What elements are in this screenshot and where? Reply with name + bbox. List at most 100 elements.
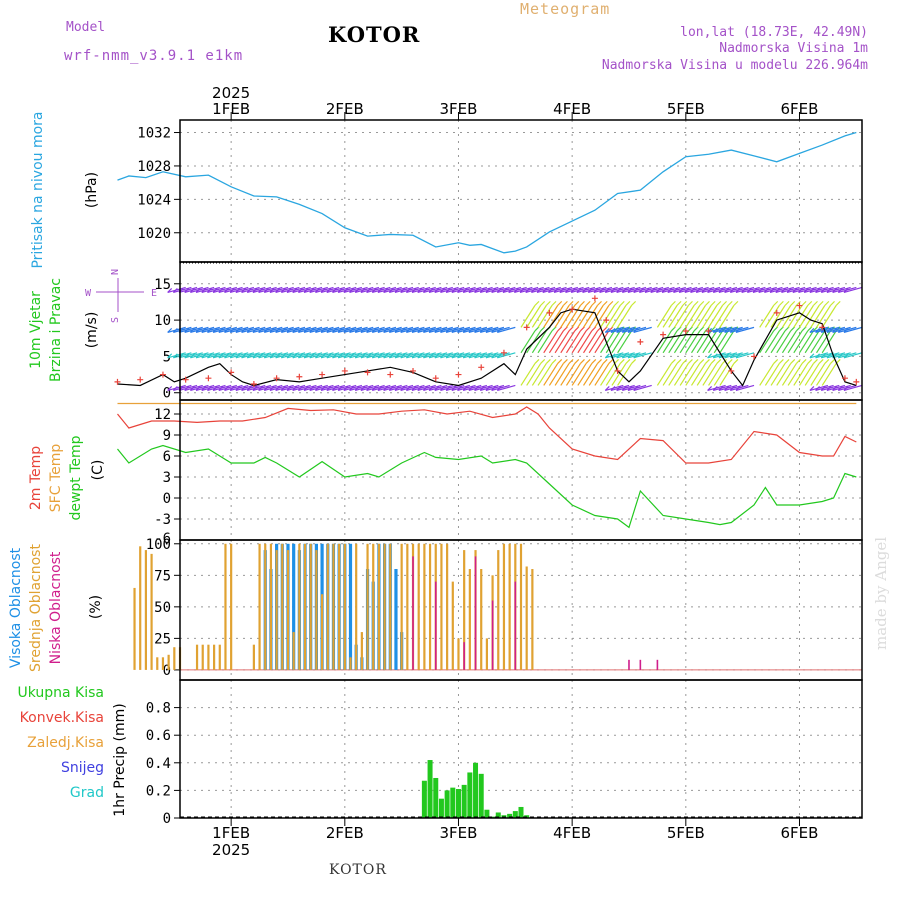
mid-cloud-bar: [502, 543, 506, 670]
wind-title-1: 10m Vjetar: [28, 291, 44, 369]
wind-barb-tick: [269, 327, 275, 333]
mid-cloud-bar: [360, 632, 363, 670]
gust-marker: [705, 328, 712, 334]
wind-barb-tick: [235, 327, 241, 333]
wind-barb-tick: [733, 300, 739, 306]
y-tick-label: 0.6: [146, 728, 171, 744]
wind-barb: [611, 330, 627, 354]
y-tick-label-clipped: -6: [154, 531, 171, 547]
wind-barb: [543, 330, 559, 354]
y-tick-label: 1024: [137, 192, 171, 208]
wind-barb-tick: [434, 353, 440, 359]
wind-barb-tick: [764, 287, 769, 293]
wind-barb: [759, 330, 775, 354]
wind-barb: [690, 305, 707, 328]
wind-barb-tick: [337, 353, 343, 359]
wind-barb: [708, 330, 724, 354]
wind-barb-tick: [349, 353, 354, 359]
wind-barb-tick: [349, 327, 354, 333]
wind-barb: [810, 363, 826, 386]
precip-bar: [461, 784, 467, 818]
wind-barb-tick: [309, 327, 315, 333]
temp-2m-title: 2m Temp: [28, 446, 44, 510]
wind-barb: [594, 363, 610, 386]
wind-barb: [554, 330, 570, 354]
gust-marker: [387, 371, 394, 378]
wind-barb-tick: [815, 287, 821, 293]
wind-barb: [804, 363, 820, 386]
wind-barb-tick: [580, 300, 585, 306]
wind-barb: [548, 363, 564, 386]
wind-barb: [816, 305, 832, 328]
wind-barb: [776, 363, 792, 386]
mid-cloud-bar: [286, 550, 290, 670]
wind-barb-tick: [820, 287, 826, 293]
wind-barb-tick: [534, 300, 540, 306]
wind-barb-tick: [417, 327, 423, 333]
wind-barb-tick: [457, 353, 462, 359]
wind-barb-tick: [574, 300, 580, 306]
gust-marker: [364, 369, 371, 376]
wind-barb-tick: [241, 287, 246, 293]
wind-title-2: Brzina i Pravac: [48, 278, 64, 382]
low-cloud-bar: [514, 581, 517, 670]
wind-barb-tick: [326, 327, 332, 333]
wind-barb-tick: [462, 327, 468, 333]
gust-marker: [569, 306, 576, 313]
wind-barb-tick: [258, 386, 264, 391]
gust-marker: [432, 375, 439, 382]
wind-barb-tick: [591, 300, 597, 306]
wind-barb-tick: [597, 359, 602, 364]
wind-barb-tick: [417, 353, 423, 359]
wind-barb-tick: [258, 287, 264, 293]
wind-barb-tick: [604, 353, 610, 359]
wind-barb-tick: [773, 359, 779, 364]
wind-barb-tick: [445, 327, 451, 333]
bottom-time-label: 4FEB: [553, 824, 591, 842]
wind-barb-tick: [286, 327, 292, 333]
wind-barb-tick: [388, 327, 394, 333]
model-name: wrf-nmm_v3.9.1 e1km: [64, 48, 244, 64]
y-tick-label: 1028: [137, 159, 171, 175]
wind-barb-tick: [337, 327, 343, 333]
mid-cloud-bar: [485, 638, 488, 670]
wind-barb-tick: [832, 287, 838, 293]
dewpt-title: dewpt Temp: [68, 435, 84, 520]
wind-barb-tick: [644, 287, 650, 293]
wind-barb-tick: [667, 287, 673, 293]
wind-barb-tick: [638, 287, 644, 293]
wind-barb-tick: [172, 287, 178, 293]
wind-barb-tick: [394, 386, 400, 391]
y-tick-label: 0.4: [146, 756, 171, 772]
mid-cloud-bar: [281, 543, 284, 670]
wind-barb: [537, 330, 553, 354]
wind-barb-tick: [485, 327, 491, 333]
wind-barb-tick: [405, 386, 411, 391]
wind-barb-tick: [818, 359, 824, 364]
wind-barb-tick: [400, 386, 406, 391]
wind-barb-tick: [246, 327, 252, 333]
wind-barb-tick: [599, 287, 605, 293]
wind-barb-tick: [417, 386, 423, 391]
wind-barb-tick: [263, 353, 269, 359]
wind-barb: [781, 363, 797, 386]
wind-barb-tick: [366, 353, 372, 359]
wind-barb-tick: [195, 327, 201, 333]
mid-cloud-bar: [252, 644, 255, 670]
wind-barb-tick: [354, 287, 360, 293]
wind-barb-tick: [688, 300, 693, 306]
wind-barb-tick: [718, 353, 724, 359]
wind-barb-tick: [394, 353, 400, 359]
wind-barb: [520, 305, 536, 328]
wind-barb-tick: [167, 386, 173, 391]
mid-cloud-title: Srednja Oblacnost: [28, 544, 44, 672]
wind-barb-tick: [246, 386, 252, 391]
wind-barb-tick: [201, 327, 207, 333]
low-cloud-bar: [656, 659, 659, 670]
wind-barb-tick: [837, 327, 843, 333]
low-cloud-bar: [434, 581, 437, 670]
wind-barb: [843, 352, 863, 359]
precip-bar: [512, 811, 518, 818]
wind-barb: [673, 305, 689, 328]
mid-cloud-bar: [383, 543, 386, 670]
